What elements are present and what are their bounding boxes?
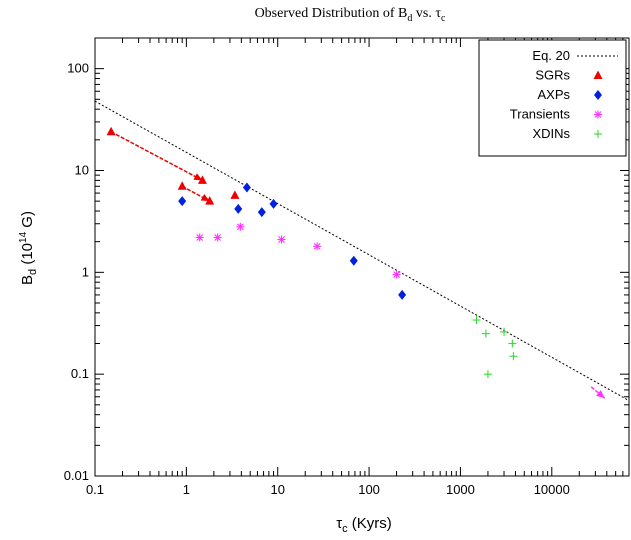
xdins-point: [500, 327, 509, 336]
transients-point: [195, 233, 204, 242]
xdins-point: [509, 352, 518, 361]
sgrs-point: [230, 190, 240, 199]
xdins-point: [472, 316, 481, 325]
legend-box: [478, 39, 627, 157]
transients-point: [313, 242, 322, 251]
arrow-head: [596, 390, 605, 399]
axps-point: [269, 198, 278, 209]
sgrs-point: [177, 181, 187, 190]
xdins-point: [481, 329, 490, 338]
xdins-point: [508, 339, 517, 348]
transients-point: [392, 270, 401, 279]
axps-point: [349, 255, 358, 266]
legend-swatch-transients: [594, 110, 602, 119]
y-tick-label: 100: [67, 61, 89, 76]
xdins-point: [483, 370, 492, 379]
axps-point: [234, 203, 243, 214]
x-tick-label: 1000: [446, 482, 475, 497]
sgrs-point: [197, 175, 207, 184]
transients-point-d2: [214, 234, 222, 241]
transients-point-d2: [278, 236, 285, 243]
transients-point: [236, 222, 245, 231]
legend-label-xdins: XDINs: [532, 126, 570, 141]
points-layer: [106, 126, 518, 379]
transients-point: [213, 233, 222, 242]
y-tick-label: 10: [75, 162, 89, 177]
x-tick-label: 10000: [534, 482, 570, 497]
y-tick-label: 0.01: [64, 468, 89, 483]
transients-point: [277, 235, 286, 244]
legend-swatch-sgrs: [593, 70, 603, 79]
sgrs-point: [205, 196, 215, 205]
legend-label-transients: Transients: [510, 107, 571, 122]
legend-label-eq-20: Eq. 20: [532, 48, 570, 63]
transients-point-d2: [196, 234, 204, 241]
legend-swatch-transients-d2: [594, 111, 602, 118]
transients-point-d2: [236, 223, 244, 231]
arrow-head: [200, 194, 210, 202]
x-tick-label: 0.1: [86, 482, 104, 497]
legend-label-sgrs: SGRs: [535, 68, 570, 83]
arrow-head: [193, 173, 203, 181]
legend-swatch-axps: [594, 90, 602, 100]
transients-point-d2: [393, 271, 400, 278]
y-tick-label: 0.1: [71, 366, 89, 381]
legend: Eq. 20 SGRs AXPs Transients XDINs: [478, 39, 627, 157]
axps-point: [257, 207, 266, 218]
axps-point: [398, 289, 407, 300]
x-tick-label: 10: [270, 482, 284, 497]
legend-label-axps: AXPs: [537, 87, 570, 102]
x-axis-title: τc (Kyrs): [336, 515, 392, 535]
arrow-line: [110, 131, 203, 182]
axps-point: [242, 182, 251, 193]
x-tick-label: 100: [358, 482, 380, 497]
legend-swatch-xdins: [594, 130, 602, 138]
arrow-layer: [110, 131, 606, 399]
transients-point-d2: [313, 242, 321, 250]
x-tick-label: 1: [183, 482, 190, 497]
sgrs-point: [106, 126, 116, 136]
chart-title: Observed Distribution of Bd vs. τc: [255, 6, 446, 24]
axps-point: [178, 196, 187, 207]
y-tick-label: 1: [82, 264, 89, 279]
y-axis-title: Bd (1014 G): [18, 211, 39, 285]
plot-frame: [94, 37, 630, 477]
